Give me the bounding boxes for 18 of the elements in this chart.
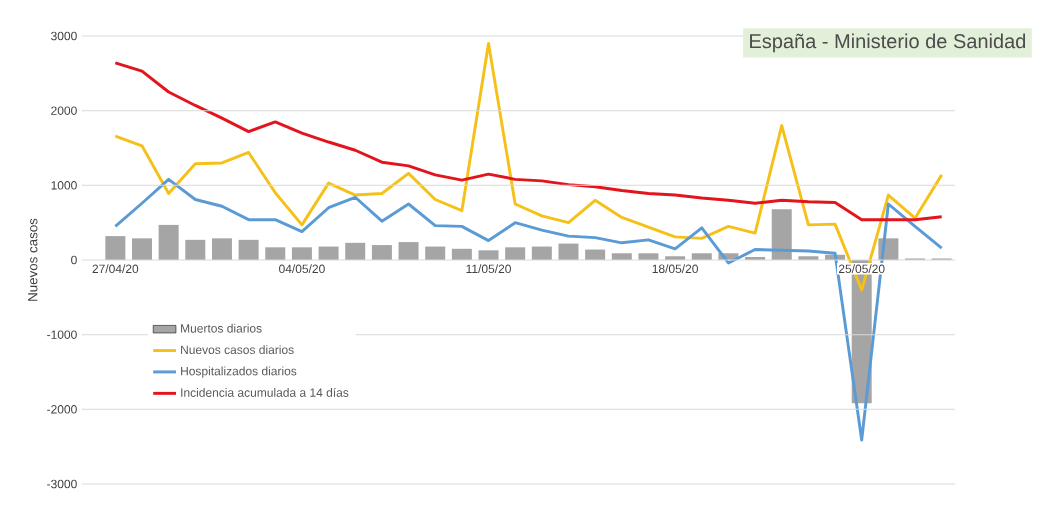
- x-tick-label: 18/05/20: [652, 264, 698, 274]
- x-tick-label: 27/04/20: [92, 264, 139, 274]
- x-tick-label: 04/05/20: [279, 264, 325, 274]
- legend-label: Incidencia acumulada a 14 días: [181, 387, 349, 397]
- y-tick-label: -2000: [47, 405, 77, 414]
- y-tick-label: -1000: [47, 330, 77, 339]
- x-tick-label: 25/05/20: [838, 264, 885, 274]
- y-tick-label: 2000: [51, 106, 77, 115]
- legend-label: Muertos diarios: [181, 323, 262, 333]
- legend-label: Hospitalizados diarios: [181, 366, 297, 378]
- x-tick-label: 11/05/20: [466, 264, 511, 274]
- y-tick-label: 0: [71, 255, 77, 265]
- chart-title: España - Ministerio de Sanidad: [750, 33, 1026, 53]
- legend-label: Nuevos casos diarios: [181, 345, 294, 355]
- y-tick-label: 1000: [51, 181, 77, 190]
- y-tick-label: -3000: [47, 479, 77, 489]
- y-tick-label: 3000: [51, 31, 77, 41]
- y-axis-title: Nuevos casos: [28, 218, 38, 301]
